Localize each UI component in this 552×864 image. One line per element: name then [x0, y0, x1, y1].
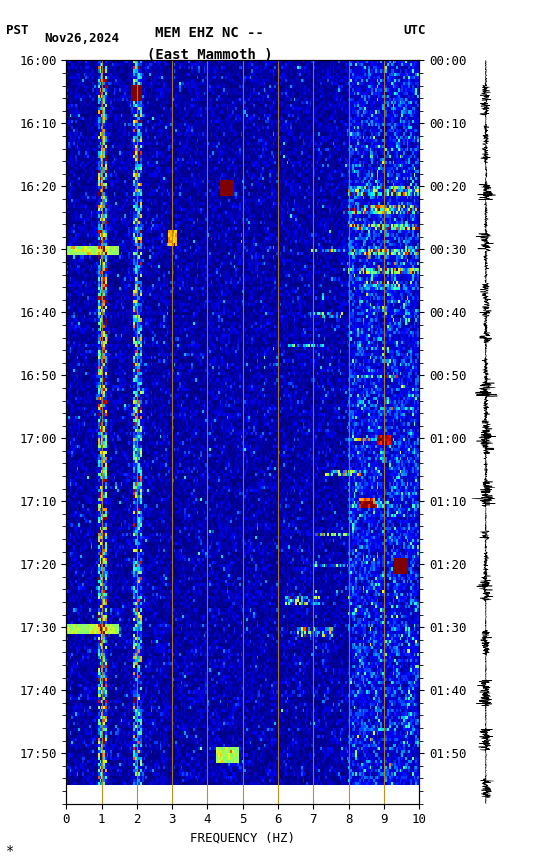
Text: Nov26,2024: Nov26,2024	[44, 32, 119, 46]
Text: UTC: UTC	[403, 23, 426, 37]
X-axis label: FREQUENCY (HZ): FREQUENCY (HZ)	[190, 832, 295, 845]
Text: *: *	[6, 844, 14, 858]
Text: PST: PST	[6, 23, 28, 37]
Text: (East Mammoth ): (East Mammoth )	[147, 48, 273, 61]
Text: MEM EHZ NC --: MEM EHZ NC --	[155, 26, 264, 40]
